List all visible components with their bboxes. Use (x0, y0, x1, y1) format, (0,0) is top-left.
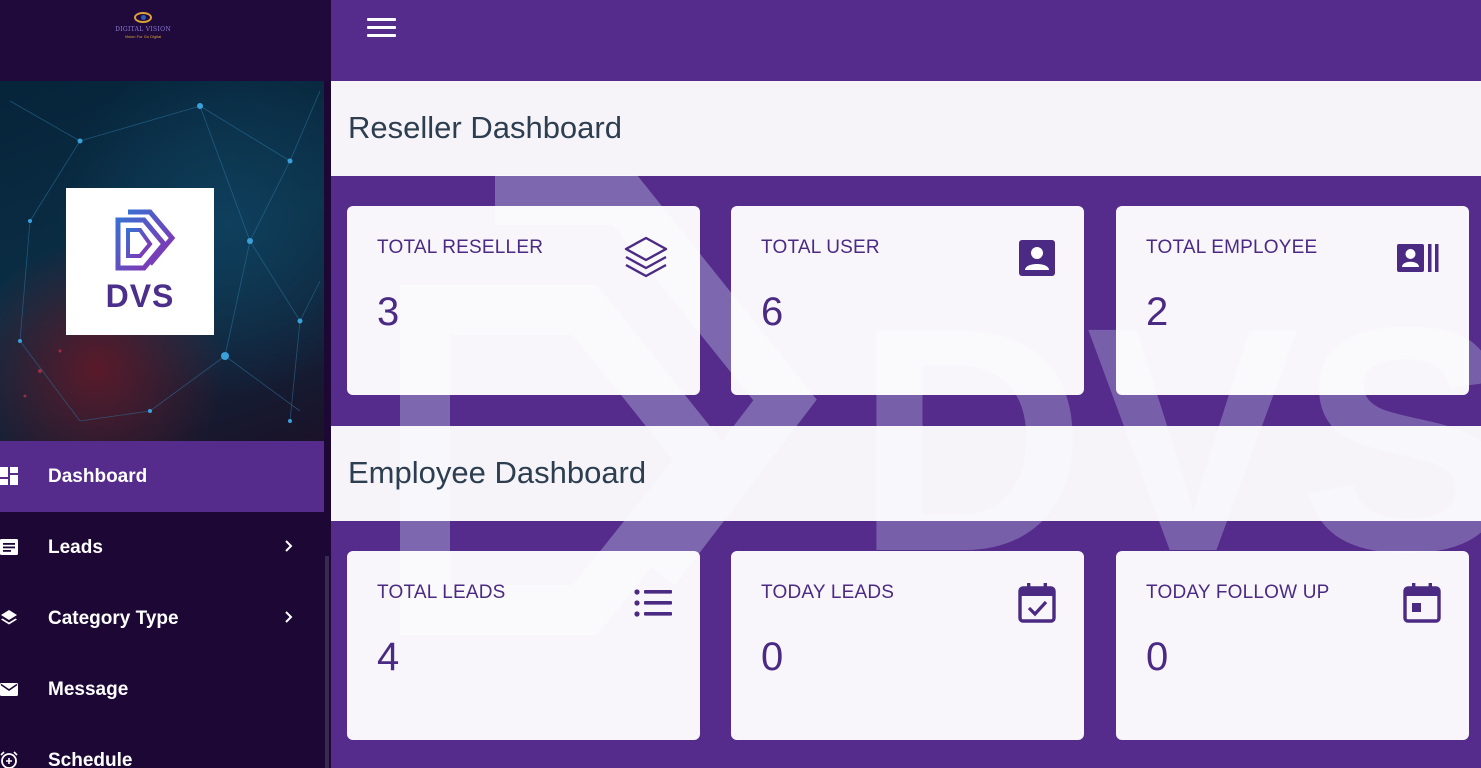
card-label: TOTAL RESELLER (377, 237, 544, 258)
sidebar-scroll-thumb[interactable] (325, 556, 329, 768)
employee-card-icon (1397, 244, 1439, 272)
today-follow-up-card[interactable]: TODAY FOLLOW UP 0 (1116, 551, 1469, 740)
stack-icon (624, 236, 668, 278)
sidebar-item-schedule[interactable]: Schedule (0, 725, 324, 768)
layers-icon (1, 610, 17, 625)
list-icon (634, 589, 672, 617)
sidebar-scrollbar[interactable] (324, 81, 331, 768)
dvs-logo-icon (115, 209, 176, 271)
card-value: 6 (761, 290, 784, 334)
digital-vision-logo[interactable]: DIGITAL VISION Vision For Go Digital (110, 10, 176, 42)
card-value: 0 (1146, 635, 1169, 679)
leads-list-icon (0, 539, 18, 555)
chevron-right-icon (285, 540, 293, 552)
network-background-image (9, 90, 321, 423)
card-label: TOTAL EMPLOYEE (1146, 237, 1318, 258)
reseller-dashboard-header: Reseller Dashboard (331, 81, 1481, 176)
sidebar-nav: Dashboard Leads Category Type (0, 441, 324, 768)
card-label: TOTAL LEADS (377, 582, 506, 603)
card-value: 4 (377, 635, 400, 679)
calendar-check-icon (1018, 583, 1056, 623)
total-employee-card[interactable]: TOTAL EMPLOYEE 2 (1116, 206, 1469, 395)
sidebar-item-label: Schedule (48, 749, 133, 768)
sidebar-item-label: Category Type (48, 607, 179, 629)
total-leads-card[interactable]: TOTAL LEADS 4 (347, 551, 700, 740)
sidebar-item-dashboard[interactable]: Dashboard (0, 441, 324, 512)
card-value: 3 (377, 290, 400, 334)
envelope-icon (0, 683, 18, 696)
card-label: TOTAL USER (761, 237, 880, 258)
total-reseller-card[interactable]: TOTAL RESELLER 3 (347, 206, 700, 395)
sidebar-item-label: Message (48, 678, 129, 700)
user-box-icon (1019, 240, 1055, 276)
employee-dashboard-title: Employee Dashboard (348, 455, 647, 490)
today-leads-card[interactable]: TODAY LEADS 0 (731, 551, 1084, 740)
dvs-logo-card: DVS (66, 188, 214, 335)
dashboard-icon (0, 467, 18, 485)
calendar-day-icon (1403, 583, 1441, 623)
card-value: 2 (1146, 290, 1169, 334)
sidebar-item-category-type[interactable]: Category Type (0, 583, 324, 654)
card-value: 0 (761, 635, 784, 679)
sidebar-item-leads[interactable]: Leads (0, 512, 324, 583)
chevron-right-icon (285, 611, 293, 623)
dvs-logo-text: DVS (105, 278, 175, 314)
total-user-card[interactable]: TOTAL USER 6 (731, 206, 1084, 395)
brand-name: DIGITAL VISION (115, 26, 171, 33)
top-bar (331, 0, 1481, 81)
employee-dashboard-header: Employee Dashboard (331, 426, 1481, 521)
reseller-dashboard-title: Reseller Dashboard (348, 110, 622, 145)
sidebar-hero: DVS (0, 81, 324, 441)
sidebar: DIGITAL VISION Vision For Go Digital (0, 0, 331, 768)
sidebar-item-label: Dashboard (48, 465, 148, 487)
eye-logo-icon (134, 12, 152, 23)
sidebar-item-label: Leads (48, 536, 103, 558)
card-label: TODAY FOLLOW UP (1146, 582, 1330, 603)
sidebar-item-message[interactable]: Message (0, 654, 324, 725)
brand-tagline: Vision For Go Digital (124, 34, 162, 39)
card-label: TODAY LEADS (761, 582, 895, 603)
hamburger-menu-icon[interactable] (367, 16, 397, 38)
brand-bar: DIGITAL VISION Vision For Go Digital (0, 0, 331, 81)
alarm-add-icon (0, 751, 18, 768)
